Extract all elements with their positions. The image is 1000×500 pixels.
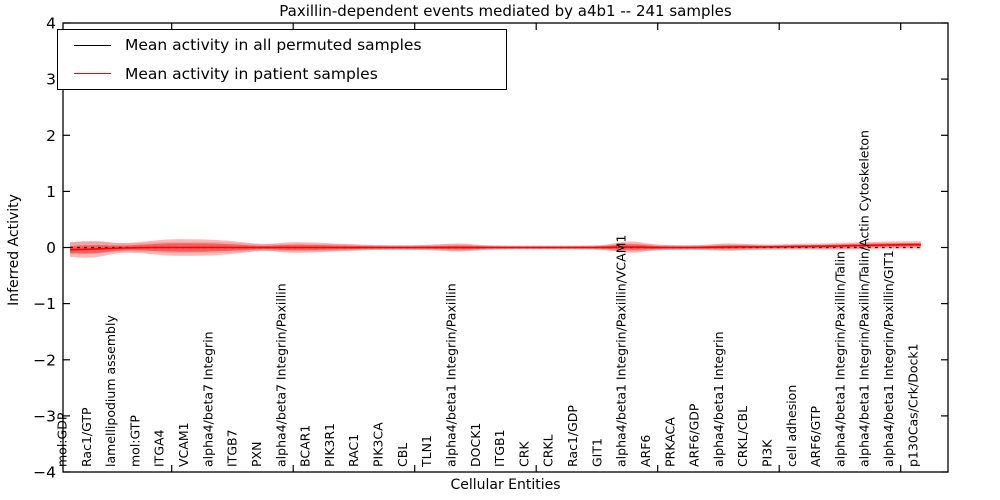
entity-label: VCAM1 bbox=[176, 422, 191, 467]
legend: Mean activity in all permuted samples Me… bbox=[57, 29, 507, 90]
entity-label: BCAR1 bbox=[298, 425, 313, 467]
patient-std-band bbox=[70, 239, 921, 258]
entity-label: PRKACA bbox=[662, 417, 677, 467]
y-tick-label: −4 bbox=[33, 464, 56, 482]
entity-label: alpha4/beta1 Integrin/Paxillin bbox=[444, 283, 459, 467]
entity-label: mol:GTP bbox=[127, 415, 142, 467]
std-bands bbox=[70, 239, 921, 258]
entity-label: PI3K bbox=[760, 439, 775, 467]
y-tick-label: 0 bbox=[46, 239, 56, 257]
y-tick-label: −1 bbox=[33, 295, 56, 313]
entity-label: ARF6 bbox=[638, 435, 653, 467]
entity-label: ITGB1 bbox=[492, 429, 507, 467]
y-tick-label: 1 bbox=[46, 183, 56, 201]
entity-label: Rac1/GTP bbox=[79, 407, 94, 467]
entity-label: DOCK1 bbox=[468, 423, 483, 467]
entity-label: p130Cas/Crk/Dock1 bbox=[905, 343, 920, 467]
entity-label: CRKL bbox=[541, 434, 556, 467]
y-tick-label: −3 bbox=[33, 407, 56, 425]
x-axis-label: Cellular Entities bbox=[450, 477, 561, 493]
entity-label: ITGB7 bbox=[225, 429, 240, 467]
chart-title: Paxillin-dependent events mediated by a4… bbox=[279, 2, 732, 20]
entity-label: TLN1 bbox=[419, 435, 434, 468]
entity-label: mol:GDP bbox=[55, 412, 70, 467]
entity-label: alpha4/beta1 Integrin/Paxillin/Talin bbox=[832, 251, 847, 467]
entity-label: CRK bbox=[516, 441, 531, 467]
legend-item-permuted: Mean activity in all permuted samples bbox=[58, 32, 506, 58]
y-tick-label: 4 bbox=[46, 15, 56, 33]
entity-label: PIK3R1 bbox=[322, 423, 337, 467]
entity-label: RAC1 bbox=[346, 434, 361, 467]
legend-item-patient: Mean activity in patient samples bbox=[58, 61, 506, 87]
entity-label: ITGA4 bbox=[152, 429, 167, 467]
entity-label: alpha4/beta1 Integrin/Paxillin/VCAM1 bbox=[614, 235, 629, 467]
entity-label: Rac1/GDP bbox=[565, 405, 580, 467]
entity-label: alpha4/beta7 Integrin/Paxillin bbox=[273, 283, 288, 467]
entity-label: alpha4/beta1 Integrin/Paxillin/GIT1 bbox=[881, 250, 896, 467]
entity-label: cell adhesion bbox=[784, 385, 799, 467]
entity-label: CBL bbox=[395, 443, 410, 467]
entity-label: PIK3CA bbox=[371, 422, 386, 467]
entity-label: CRKL/CBL bbox=[735, 406, 750, 467]
entity-label: ARF6/GTP bbox=[808, 406, 823, 467]
entity-label: GIT1 bbox=[589, 438, 604, 467]
patient-mean-line bbox=[69, 243, 921, 251]
y-tick-label: 3 bbox=[46, 71, 56, 89]
entity-label: lamellipodium assembly bbox=[103, 315, 118, 467]
x-axis-labels: mol:GDP Rac1/GTP lamellipodium assembly mol… bbox=[55, 130, 921, 468]
y-tick-label: 2 bbox=[46, 127, 56, 145]
y-axis-label: Inferred Activity bbox=[6, 194, 22, 306]
legend-label: Mean activity in patient samples bbox=[125, 64, 378, 83]
permuted-line-swatch bbox=[74, 44, 111, 46]
x-axis-ticks bbox=[171, 23, 902, 472]
y-axis-ticks: −4 −3 −2 −1 0 1 2 3 4 bbox=[33, 15, 948, 482]
entity-label: alpha4/beta1 Integrin bbox=[711, 331, 726, 467]
entity-label: alpha4/beta7 Integrin bbox=[200, 331, 215, 467]
legend-label: Mean activity in all permuted samples bbox=[125, 36, 422, 55]
entity-label: PXN bbox=[249, 442, 264, 467]
entity-label: ARF6/GDP bbox=[687, 403, 702, 467]
patient-line-swatch bbox=[74, 73, 111, 75]
entity-label: alpha4/beta1 Integrin/Paxillin/Talin/Act… bbox=[857, 130, 872, 467]
y-tick-label: −2 bbox=[33, 351, 56, 369]
